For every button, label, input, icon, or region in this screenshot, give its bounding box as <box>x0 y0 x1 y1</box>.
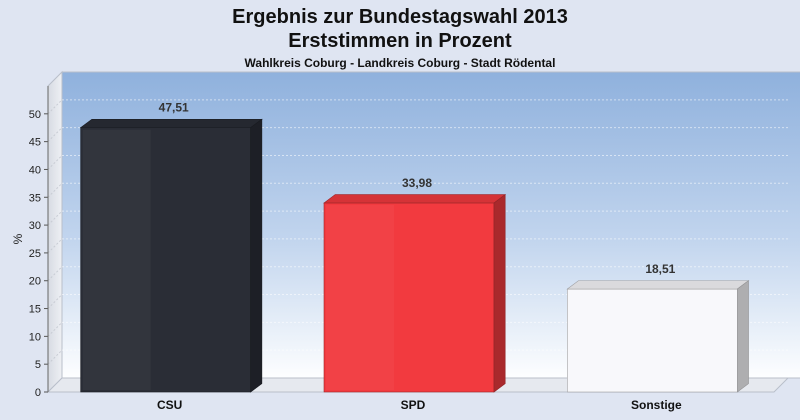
y-tick-label: 25 <box>29 248 41 260</box>
bar-front <box>80 127 251 393</box>
y-tick-label: 20 <box>29 276 41 288</box>
y-tick-label: 40 <box>29 164 41 176</box>
gridline-side <box>47 155 63 170</box>
y-tick-label: 30 <box>29 220 41 232</box>
x-tick-label: CSU <box>157 398 182 412</box>
chart-titles: Ergebnis zur Bundestagswahl 2013 Erststi… <box>0 0 800 71</box>
y-tick-label: 45 <box>29 137 41 149</box>
x-tick-label: SPD <box>401 398 426 412</box>
chart-subsubtitle: Wahlkreis Coburg - Landkreis Coburg - St… <box>244 56 556 70</box>
y-tick-label: 35 <box>29 192 41 204</box>
bar-side <box>493 193 506 393</box>
bar-top <box>79 118 263 128</box>
gridline-side <box>47 266 63 282</box>
bar-csu <box>79 118 263 393</box>
y-tick-label: 5 <box>35 359 41 371</box>
gridline-side <box>47 238 63 254</box>
y-tick-label: 10 <box>29 331 41 343</box>
gridline-side <box>47 322 63 337</box>
bar-spd <box>323 193 507 393</box>
chart-title: Ergebnis zur Bundestagswahl 2013 <box>232 6 568 28</box>
gridline-side <box>47 182 63 198</box>
bar-top <box>323 194 507 204</box>
bar-front <box>567 288 738 393</box>
y-axis-label: % <box>11 233 25 244</box>
y-tick-label: 0 <box>35 387 41 399</box>
x-tick-label: Sonstige <box>631 398 682 412</box>
data-label: 18,51 <box>645 262 675 276</box>
bar-sonstige <box>566 280 750 393</box>
gridline-side <box>47 210 63 226</box>
gridline-side <box>47 127 63 142</box>
y-tick-label: 15 <box>29 304 41 316</box>
bar-gloss <box>82 129 151 390</box>
gridline-side <box>47 294 63 309</box>
bar-gloss <box>569 291 638 390</box>
bar-side <box>250 118 263 393</box>
data-label: 33,98 <box>402 176 432 190</box>
data-label: 47,51 <box>159 101 189 115</box>
gridline-side <box>47 99 63 115</box>
bar-gloss <box>326 204 394 390</box>
bar-side <box>737 280 749 393</box>
plot-side-wall <box>47 70 63 394</box>
bar-top <box>566 280 750 290</box>
y-tick-label: 50 <box>29 109 41 121</box>
gridline-side <box>47 349 63 365</box>
chart-subtitle: Erststimmen in Prozent <box>288 30 512 52</box>
